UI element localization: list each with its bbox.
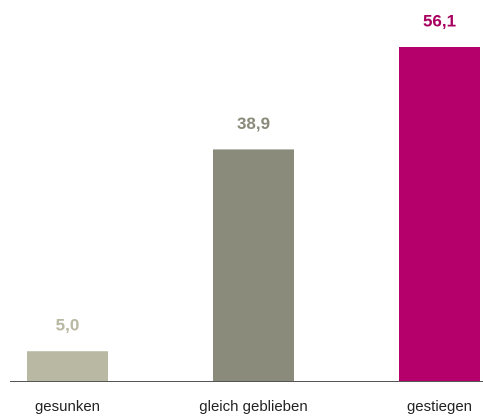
category-label: gleich geblieben xyxy=(199,398,307,415)
bar xyxy=(27,351,108,381)
value-label: 56,1 xyxy=(423,11,456,30)
bar xyxy=(399,47,480,381)
value-label: 38,9 xyxy=(237,114,270,133)
bar xyxy=(213,149,294,381)
category-label: gestiegen xyxy=(407,398,472,415)
category-label: gesunken xyxy=(35,398,100,415)
value-label: 5,0 xyxy=(56,316,80,335)
